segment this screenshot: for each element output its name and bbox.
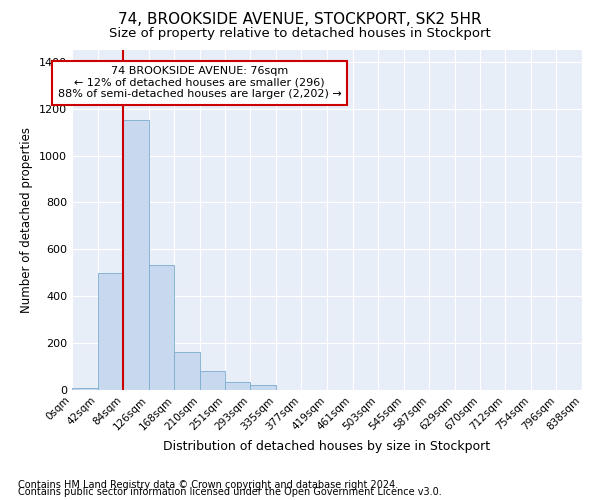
Text: Contains public sector information licensed under the Open Government Licence v3: Contains public sector information licen…: [18, 487, 442, 497]
Text: 74 BROOKSIDE AVENUE: 76sqm
← 12% of detached houses are smaller (296)
88% of sem: 74 BROOKSIDE AVENUE: 76sqm ← 12% of deta…: [58, 66, 341, 100]
Bar: [200, 371, 225, 390]
Bar: [72, 388, 98, 390]
Bar: [149, 264, 174, 390]
X-axis label: Distribution of detached houses by size in Stockport: Distribution of detached houses by size …: [163, 440, 491, 453]
Bar: [98, 273, 123, 390]
Text: Contains HM Land Registry data © Crown copyright and database right 2024.: Contains HM Land Registry data © Crown c…: [18, 480, 398, 490]
Bar: [225, 382, 250, 390]
Bar: [123, 120, 149, 390]
Bar: [174, 352, 200, 390]
Text: Size of property relative to detached houses in Stockport: Size of property relative to detached ho…: [109, 28, 491, 40]
Y-axis label: Number of detached properties: Number of detached properties: [20, 127, 34, 313]
Text: 74, BROOKSIDE AVENUE, STOCKPORT, SK2 5HR: 74, BROOKSIDE AVENUE, STOCKPORT, SK2 5HR: [118, 12, 482, 28]
Bar: [250, 386, 276, 390]
